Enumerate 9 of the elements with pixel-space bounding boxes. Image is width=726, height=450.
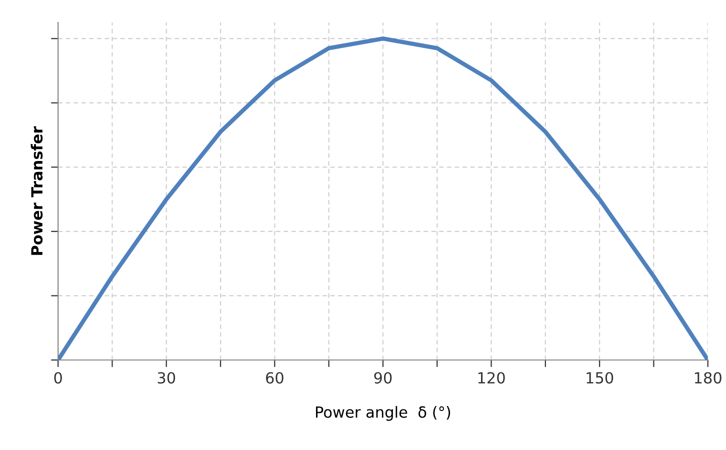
x-tick-label: 120 bbox=[478, 372, 505, 384]
x-tick-label: 0 bbox=[54, 372, 62, 384]
x-tick-label: 60 bbox=[266, 372, 284, 384]
x-tick-label: 150 bbox=[586, 372, 614, 384]
x-tick-label: 30 bbox=[158, 372, 176, 384]
x-tick-label: 180 bbox=[694, 372, 722, 384]
x-axis-title: Power angle δ (°) bbox=[316, 406, 450, 421]
y-axis-title: Power Transfer bbox=[30, 126, 43, 255]
x-tick-label: 90 bbox=[374, 372, 392, 384]
